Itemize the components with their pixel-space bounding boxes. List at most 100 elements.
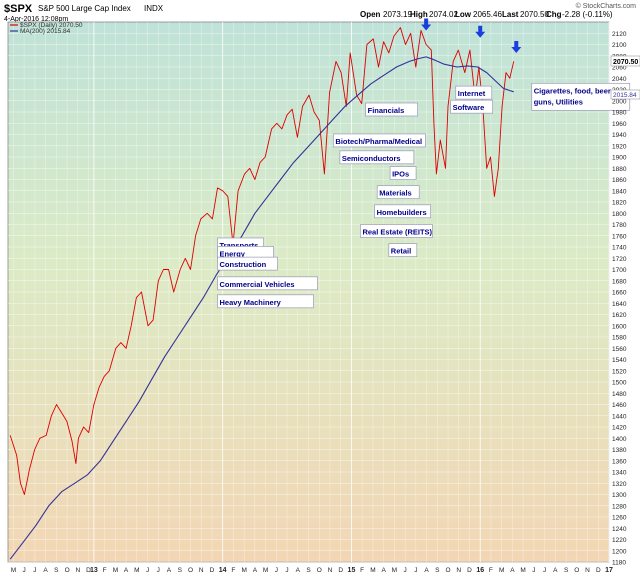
sector-label-text: Cigarettes, food, beer, (534, 86, 613, 95)
x-tick-label: A (253, 567, 258, 574)
x-tick-label: A (510, 567, 515, 574)
sector-label-box (339, 150, 415, 165)
x-tick-label: J (33, 567, 36, 574)
x-tick-label: S (564, 567, 569, 574)
y-tick-label: 1280 (612, 503, 627, 510)
x-tick-label: J (414, 567, 417, 574)
sector-label-text: Transports (220, 241, 259, 250)
x-tick-label: S (54, 567, 59, 574)
x-tick-label: S (435, 567, 440, 574)
sector-label: Materials (376, 185, 420, 200)
sector-label: Internet (455, 85, 493, 100)
x-tick-label: 15 (348, 567, 356, 574)
x-tick-label: F (360, 567, 364, 574)
x-tick-label: A (381, 567, 386, 574)
y-tick-label: 1980 (612, 110, 627, 117)
y-tick-label: 1580 (612, 335, 627, 342)
low-value: 2065.46 (473, 10, 502, 19)
y-tick-label: 1520 (612, 368, 627, 375)
sector-label-text: Homebuilders (377, 208, 427, 217)
x-tick-label: J (285, 567, 288, 574)
y-tick-label: 1720 (612, 256, 627, 263)
sector-label-text: Internet (458, 89, 486, 98)
high-label: High (410, 10, 428, 19)
y-tick-label: 1820 (612, 200, 627, 207)
sector-label-text: Materials (379, 189, 412, 198)
sector-label-box (217, 256, 278, 271)
y-tick-label: 1880 (612, 166, 627, 173)
y-tick-label: 1300 (612, 492, 627, 499)
x-tick-label: M (113, 567, 118, 574)
y-tick-label: 1660 (612, 290, 627, 297)
x-tick-label: 17 (605, 567, 613, 574)
x-tick-label: A (124, 567, 129, 574)
sector-label: Cigarettes, food, beer, guns, Utilities (531, 82, 631, 111)
y-tick-label: 2060 (612, 65, 627, 72)
x-tick-label: M (241, 567, 246, 574)
series-layer (9, 27, 515, 560)
x-tick-label: D (86, 567, 91, 574)
y-tick-label: 1860 (612, 177, 627, 184)
sector-label: Semiconductors (339, 150, 415, 165)
sector-label: Retail (388, 243, 418, 257)
y-tick-label: 1780 (612, 222, 627, 229)
x-tick-label: N (328, 567, 333, 574)
x-tick-label: O (445, 567, 450, 574)
last-price-tag-bg (610, 55, 640, 67)
sector-label: Software (450, 99, 493, 114)
y-tick-label: 1500 (612, 380, 627, 387)
y-tick-label: 1940 (612, 132, 627, 139)
low-label: Low (455, 10, 472, 19)
y-tick-label: 1760 (612, 233, 627, 240)
exchange: INDX (144, 4, 164, 13)
x-tick-label: S (178, 567, 183, 574)
x-tick-label: M (11, 567, 16, 574)
sector-label-box (365, 102, 418, 117)
x-tick-label: A (167, 567, 172, 574)
sector-label: Homebuilders (374, 204, 431, 219)
x-tick-label: N (456, 567, 461, 574)
y-tick-label: 2040 (612, 76, 627, 83)
sector-label-box (455, 85, 493, 100)
sector-label-box (374, 204, 431, 219)
price-line (9, 27, 515, 495)
sector-label-text: Construction (220, 260, 267, 269)
sector-label-box (333, 133, 426, 148)
chg-value: -2.28 (-0.11%) (562, 10, 613, 19)
y-tick-label: 1240 (612, 526, 627, 533)
sector-label-text: Commercial Vehicles (220, 280, 295, 289)
y-tick-label: 1800 (612, 211, 627, 218)
x-tick-label: A (296, 567, 301, 574)
ma200-line (9, 56, 514, 560)
index-name: S&P 500 Large Cap Index (38, 4, 131, 13)
x-tick-label: D (338, 567, 343, 574)
x-tick-label: 14 (219, 567, 227, 574)
y-tick-label: 1540 (612, 357, 627, 364)
sector-label-text: Software (453, 103, 485, 112)
sector-label-text: Biotech/Pharma/Medical (335, 137, 422, 146)
y-tick-label: 1420 (612, 425, 627, 432)
x-tick-label: N (585, 567, 590, 574)
ma-price-tag-bg (610, 89, 640, 100)
y-axis-right: 1180 1200 1220 1240 1260 1280 1300 1320 1340 1360… (612, 31, 627, 567)
y-tick-label: 2120 (612, 31, 627, 38)
down-arrow-icon (511, 40, 522, 53)
x-tick-label: O (188, 567, 193, 574)
brand-logo: © StockCharts.com (576, 2, 637, 10)
x-tick-label: F (103, 567, 107, 574)
x-tick-label: 16 (476, 567, 484, 574)
date-stamp: 4-Apr-2016 12:08pm (4, 16, 68, 23)
x-tick-label: M (520, 567, 525, 574)
x-tick-label: J (22, 567, 25, 574)
sector-label-box (389, 166, 417, 180)
x-tick-label: D (210, 567, 215, 574)
y-tick-label: 1920 (612, 143, 627, 150)
legend-ma-label: MA(200) 2015.84 (20, 28, 71, 35)
x-tick-label: O (317, 567, 322, 574)
last-price-tag: 2070.50 (613, 59, 638, 66)
sector-label: Heavy Machinery (217, 294, 314, 309)
sector-label-box (450, 99, 493, 114)
sector-label-text: guns, Utilities (534, 97, 583, 106)
